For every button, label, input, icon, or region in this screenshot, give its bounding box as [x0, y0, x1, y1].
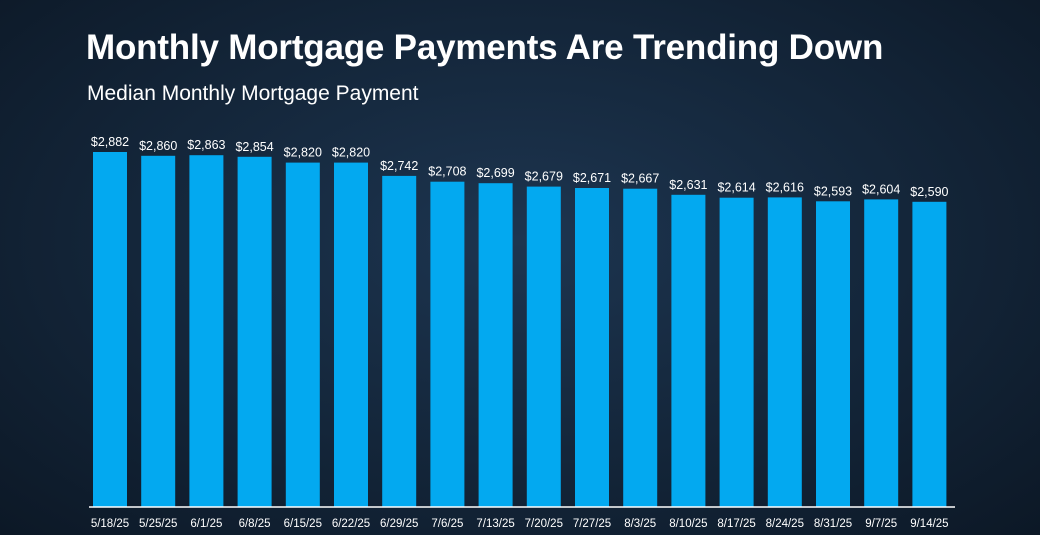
data-label: $2,590	[910, 185, 948, 199]
x-tick-label: 8/3/25	[624, 518, 656, 530]
chart-title: Monthly Mortgage Payments Are Trending D…	[86, 28, 884, 67]
x-tick-labels-layer: 5/18/25 5/25/25 6/1/25 6/8/25 6/15/25 6/22/25…	[91, 518, 949, 530]
x-tick-label: 6/15/25	[284, 518, 322, 530]
x-tick-label: 5/18/25	[91, 518, 129, 530]
bar-8/3/25	[623, 188, 658, 507]
data-label: $2,616	[766, 180, 804, 194]
x-tick-label: 8/31/25	[814, 518, 852, 530]
data-label: $2,679	[525, 170, 563, 184]
x-tick-label: 6/22/25	[332, 518, 370, 530]
x-tick-label: 8/17/25	[717, 518, 755, 530]
x-tick-label: 8/24/25	[766, 518, 804, 530]
x-tick-label: 6/8/25	[239, 518, 271, 530]
x-tick-label: 7/13/25	[476, 518, 514, 530]
data-label: $2,820	[332, 146, 370, 160]
chart-subtitle: Median Monthly Mortgage Payment	[87, 82, 419, 105]
bar-6/8/25	[237, 156, 272, 508]
data-label: $2,854	[235, 140, 273, 154]
data-label: $2,593	[814, 184, 852, 198]
data-label: $2,614	[717, 181, 755, 195]
bar-6/29/25	[382, 175, 417, 507]
bar-6/1/25	[189, 155, 224, 507]
bar-6/22/25	[334, 162, 368, 507]
data-label: $2,604	[862, 182, 900, 196]
x-tick-label: 9/7/25	[865, 518, 897, 530]
data-label: $2,820	[284, 146, 322, 160]
bar-7/27/25	[575, 188, 609, 507]
bar-8/31/25	[816, 201, 850, 508]
bar-5/25/25	[141, 155, 176, 508]
bar-6/15/25	[285, 162, 320, 507]
x-tick-label: 6/1/25	[190, 518, 222, 530]
bar-9/14/25	[912, 201, 947, 508]
data-label: $2,882	[91, 135, 129, 149]
bar-8/17/25	[719, 197, 754, 507]
x-tick-label: 5/25/25	[139, 518, 177, 530]
data-label: $2,667	[621, 172, 659, 186]
data-labels-layer: $2,882 $2,860 $2,863 $2,854 $2,820 $2,820 $2,7…	[91, 135, 949, 199]
x-tick-label: 7/27/25	[573, 518, 611, 530]
x-tick-label: 8/10/25	[669, 518, 707, 530]
data-label: $2,631	[669, 178, 707, 192]
bar-7/20/25	[526, 186, 561, 507]
bar-8/24/25	[767, 197, 802, 507]
bar-7/13/25	[478, 183, 513, 507]
bar-5/18/25	[93, 152, 127, 507]
x-tick-label: 7/6/25	[431, 518, 463, 530]
data-label: $2,699	[476, 166, 514, 180]
bar-8/10/25	[671, 194, 706, 508]
x-tick-label: 7/20/25	[525, 518, 563, 530]
data-label: $2,742	[380, 159, 418, 173]
bars-layer	[93, 152, 947, 508]
x-tick-label: 9/14/25	[910, 518, 948, 530]
x-tick-label: 6/29/25	[380, 518, 418, 530]
data-label: $2,863	[187, 138, 225, 152]
data-label: $2,860	[139, 139, 177, 153]
data-label: $2,671	[573, 171, 611, 185]
bar-9/7/25	[864, 199, 899, 507]
data-label: $2,708	[428, 165, 466, 179]
bar-7/6/25	[430, 181, 465, 507]
